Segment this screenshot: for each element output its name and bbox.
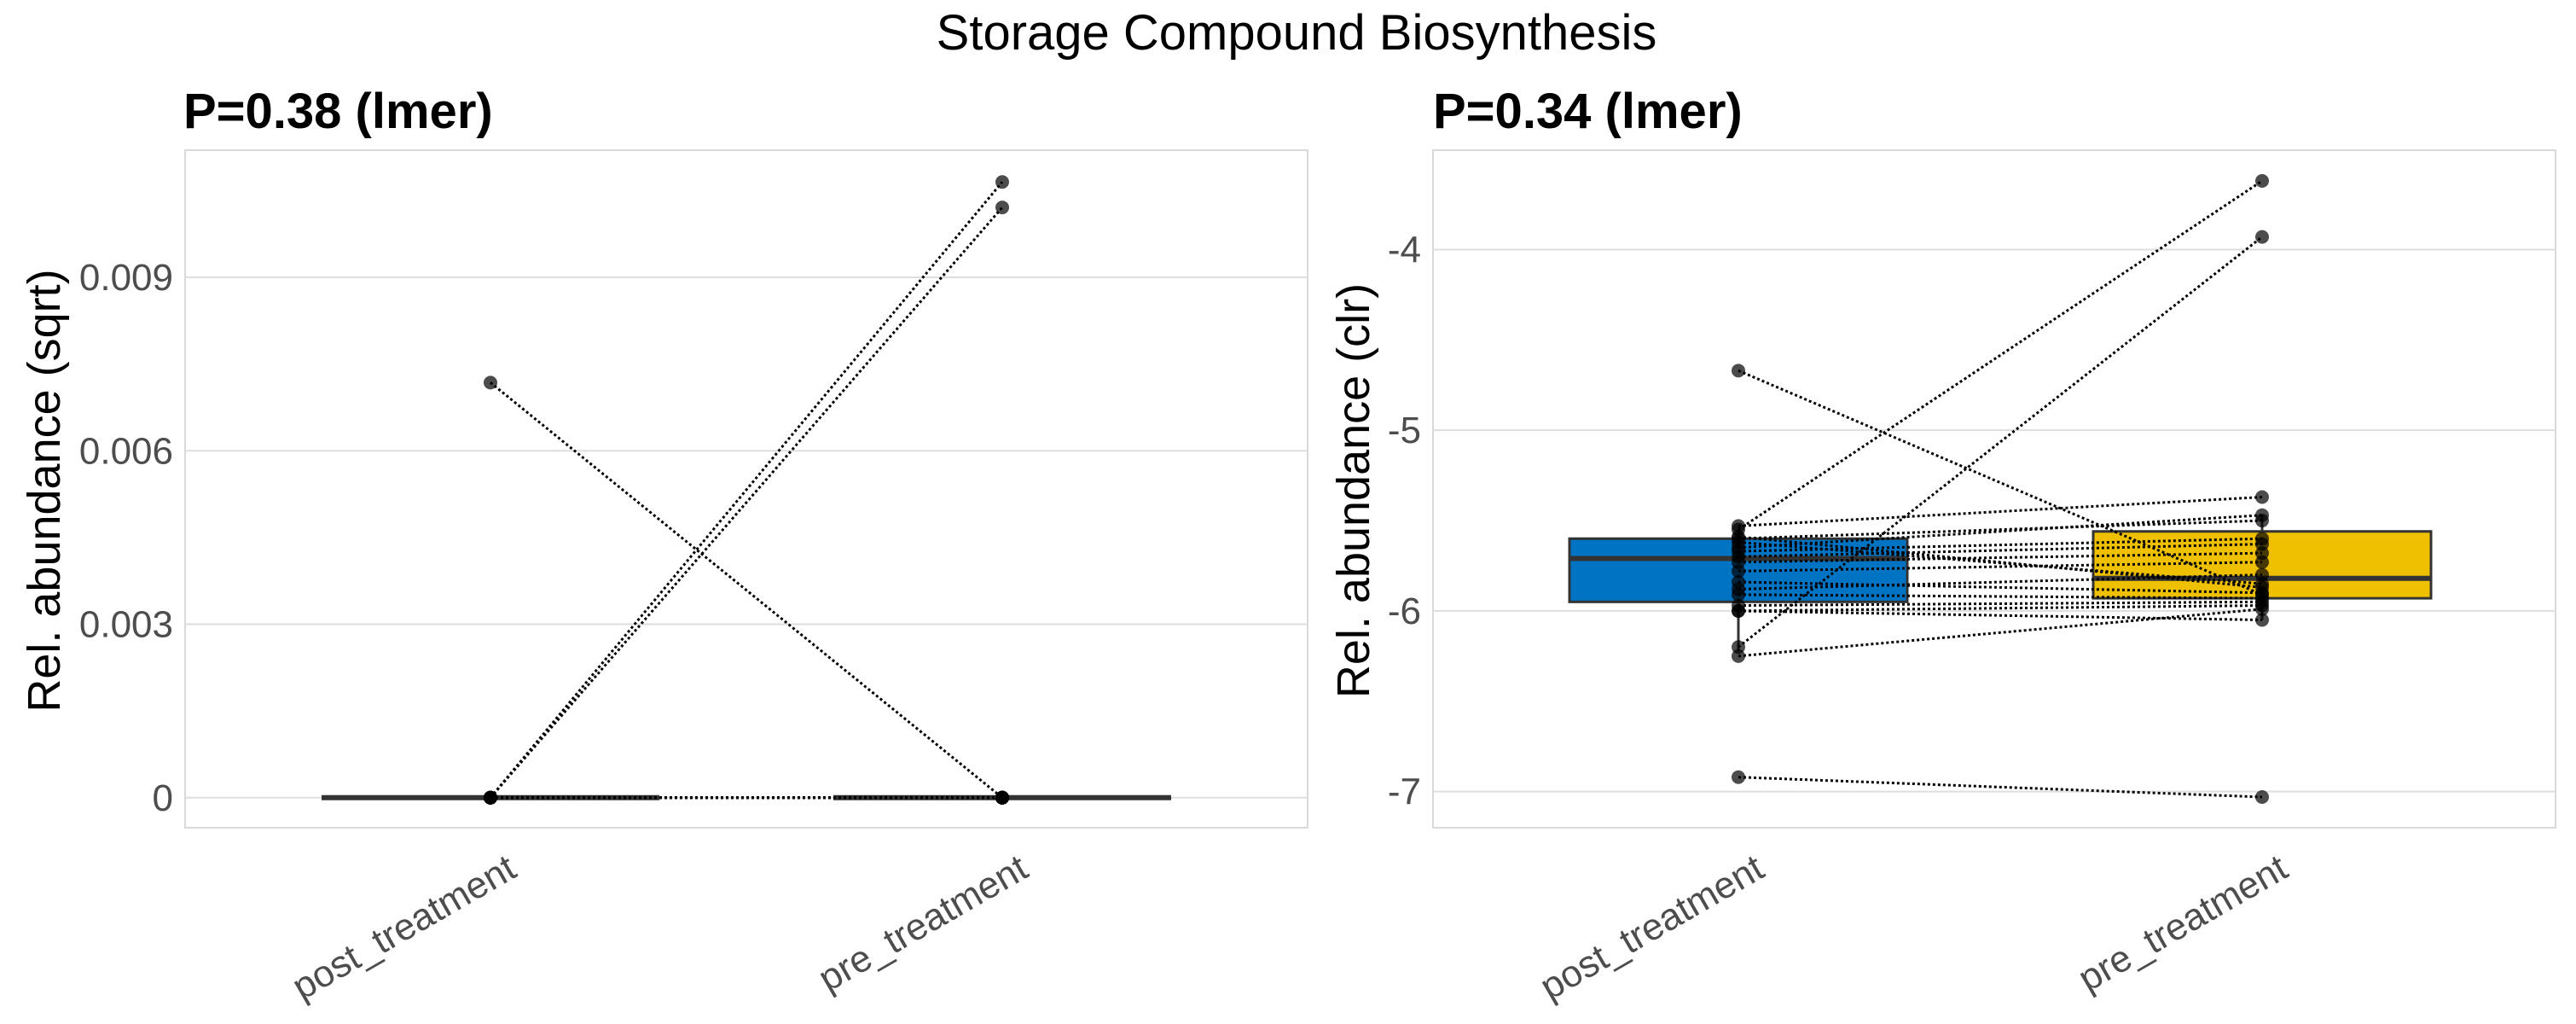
data-point <box>995 790 1009 805</box>
data-point <box>995 201 1009 215</box>
data-point <box>2255 508 2269 522</box>
data-point <box>1732 364 1745 378</box>
panel-sqrt-ytick-label: 0.003 <box>79 604 173 646</box>
pair-line <box>1738 561 2263 573</box>
pair-line <box>1738 608 2263 658</box>
data-point <box>484 375 497 390</box>
data-point <box>1732 649 1745 663</box>
panel-sqrt-yticks: 0 0.003 0.006 0.009 <box>79 257 173 819</box>
panel-sqrt-ytick-label: 0.006 <box>79 430 173 472</box>
panel-clr-ytick-label: -7 <box>1388 771 1421 813</box>
pair-line <box>1738 543 2263 558</box>
data-point <box>2255 173 2269 188</box>
data-point <box>2255 490 2269 504</box>
panel-sqrt-title: P=0.38 (lmer) <box>183 84 493 139</box>
panel-clr-points <box>1732 173 2269 805</box>
data-point <box>2255 567 2269 582</box>
panel-sqrt-points <box>484 175 1009 805</box>
panel-clr-pairs <box>1738 179 2263 799</box>
panel-sqrt-border <box>184 149 1308 829</box>
data-point <box>1732 530 1745 544</box>
figure-title: Storage Compound Biosynthesis <box>937 5 1657 61</box>
panel-clr-ytick-label: -4 <box>1388 229 1421 271</box>
panel-clr-ytick-label: -6 <box>1388 591 1421 632</box>
panel-clr-yticks: -7 -6 -5 -4 <box>1388 229 1421 812</box>
pair-line <box>1738 609 2263 622</box>
pair-line <box>1738 496 2263 527</box>
data-point <box>1732 587 1745 602</box>
data-point <box>1732 519 1745 533</box>
panel-clr-border <box>1432 149 2556 829</box>
pair-line <box>1738 514 2263 550</box>
pair-line <box>490 381 1003 799</box>
pair-line <box>1738 179 2263 531</box>
pair-line <box>1738 573 2263 591</box>
data-point <box>2255 230 2269 244</box>
pair-line <box>489 207 1004 799</box>
data-point <box>484 790 497 805</box>
panel-clr-ylabel: Rel. abundance (clr) <box>1328 283 1379 698</box>
panel-clr-title: P=0.34 (lmer) <box>1433 84 1743 139</box>
pair-line <box>1738 776 2263 799</box>
panel-sqrt-grid <box>184 149 1308 829</box>
panel-clr: P=0.34 (lmer) Rel. abundance (clr) -7-6-… <box>1328 84 2556 1008</box>
data-point <box>2255 580 2269 595</box>
data-point <box>1732 564 1745 579</box>
data-point <box>1732 770 1745 784</box>
data-point <box>2255 602 2269 616</box>
data-point <box>995 175 1009 189</box>
data-point <box>2255 790 2269 805</box>
pair-line <box>1738 236 2263 649</box>
panel-clr-grid <box>1432 149 2556 829</box>
pair-line <box>1738 535 2263 589</box>
pair-line <box>1738 551 2263 564</box>
pair-line <box>1738 600 2263 608</box>
data-point <box>2255 555 2269 569</box>
pair-line <box>489 181 1004 799</box>
pair-line <box>1738 604 2263 613</box>
pair-line <box>1738 580 2263 595</box>
panel-sqrt-ytick-label: 0 <box>153 777 173 819</box>
pair-line <box>1738 519 2263 540</box>
data-point <box>2255 613 2269 627</box>
data-point <box>1732 603 1745 618</box>
pair-line <box>1738 593 2263 600</box>
panel-sqrt-ylabel: Rel. abundance (sqrt) <box>19 269 70 712</box>
panel-clr-ytick-label: -5 <box>1388 410 1421 451</box>
panel-sqrt-pairs <box>489 181 1004 800</box>
panel-sqrt-ytick-label: 0.009 <box>79 257 173 299</box>
